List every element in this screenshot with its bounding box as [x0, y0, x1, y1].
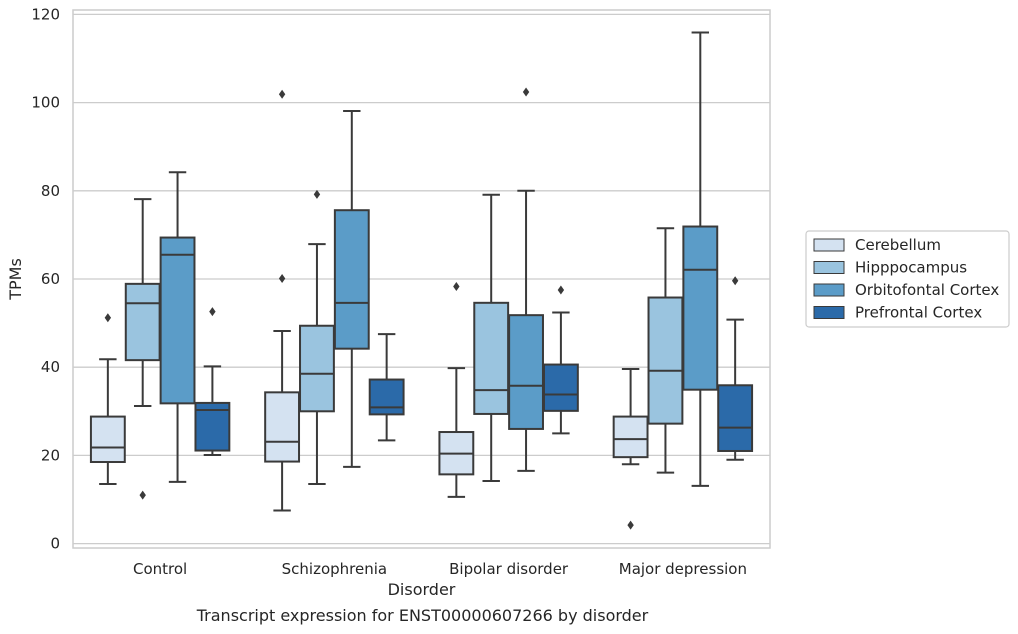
figure-caption: Transcript expression for ENST0000060726… — [196, 606, 649, 625]
legend-frame — [805, 230, 1010, 328]
outlier-point — [731, 276, 739, 286]
y-tick-label: 20 — [41, 446, 60, 464]
legend-swatch — [813, 238, 845, 252]
box-body — [333, 209, 370, 350]
box-body — [124, 282, 161, 362]
y-tick-label: 120 — [31, 5, 60, 23]
legend: Cerebellum Hipppocampus Orbitofontal Corte… — [805, 230, 1010, 328]
outlier-point — [627, 520, 634, 530]
box — [717, 276, 754, 461]
y-tick-label: 0 — [50, 535, 60, 553]
y-axis-label: TPMs — [6, 258, 25, 301]
box-body — [717, 384, 754, 452]
y-tick-label: 60 — [41, 270, 60, 288]
box — [159, 171, 196, 483]
legend-item-label: Hipppocampus — [855, 259, 967, 277]
box — [473, 193, 510, 482]
x-tick-label: Schizophrenia — [282, 560, 387, 578]
outlier-point — [209, 307, 216, 317]
y-tick-label: 40 — [41, 358, 60, 376]
plot-frame — [72, 9, 771, 549]
box — [682, 31, 719, 487]
box — [542, 285, 579, 435]
box-body — [473, 301, 510, 415]
outlier-point — [278, 89, 286, 99]
outlier-point — [104, 313, 112, 323]
outlier-point — [557, 285, 565, 295]
y-tick-label: 100 — [31, 94, 60, 112]
box — [299, 189, 335, 486]
box-body — [159, 236, 196, 405]
box — [124, 198, 161, 500]
box — [508, 87, 544, 472]
y-axis: 0 20 40 60 80 100 120 — [31, 5, 60, 552]
box-body — [264, 391, 301, 463]
box — [368, 333, 405, 442]
x-tick-label: Bipolar disorder — [449, 560, 569, 578]
box — [194, 307, 231, 456]
legend-swatch — [813, 283, 845, 297]
box — [612, 367, 649, 530]
box-body — [682, 225, 719, 391]
box-body — [542, 363, 579, 412]
y-tick-label: 80 — [41, 182, 60, 200]
box-series — [89, 31, 754, 530]
outlier-point — [139, 490, 146, 500]
outlier-point — [522, 87, 530, 97]
box-body — [299, 324, 335, 413]
box — [333, 109, 370, 468]
box — [264, 89, 301, 512]
legend-swatch — [813, 261, 845, 274]
legend-item-label: Cerebellum — [855, 236, 941, 254]
box-body — [368, 378, 405, 416]
box-body — [647, 296, 684, 425]
legend-swatch — [813, 306, 845, 319]
x-tick-label: Control — [133, 560, 187, 578]
legend-item-label: Prefrontal Cortex — [855, 304, 982, 322]
box — [89, 313, 126, 486]
box-body — [89, 415, 126, 464]
x-tick-label: Major depression — [619, 560, 747, 578]
outlier-point — [278, 274, 286, 284]
box-body — [612, 415, 649, 459]
x-axis-label: Disorder — [388, 580, 456, 599]
legend-item-label: Orbitofontal Cortex — [855, 281, 999, 299]
box — [438, 281, 475, 498]
outlier-point — [453, 281, 460, 291]
box-body — [508, 314, 544, 430]
x-axis: Control Schizophrenia Bipolar disorder Majo… — [133, 560, 747, 578]
box — [647, 227, 684, 474]
outlier-point — [313, 189, 321, 199]
